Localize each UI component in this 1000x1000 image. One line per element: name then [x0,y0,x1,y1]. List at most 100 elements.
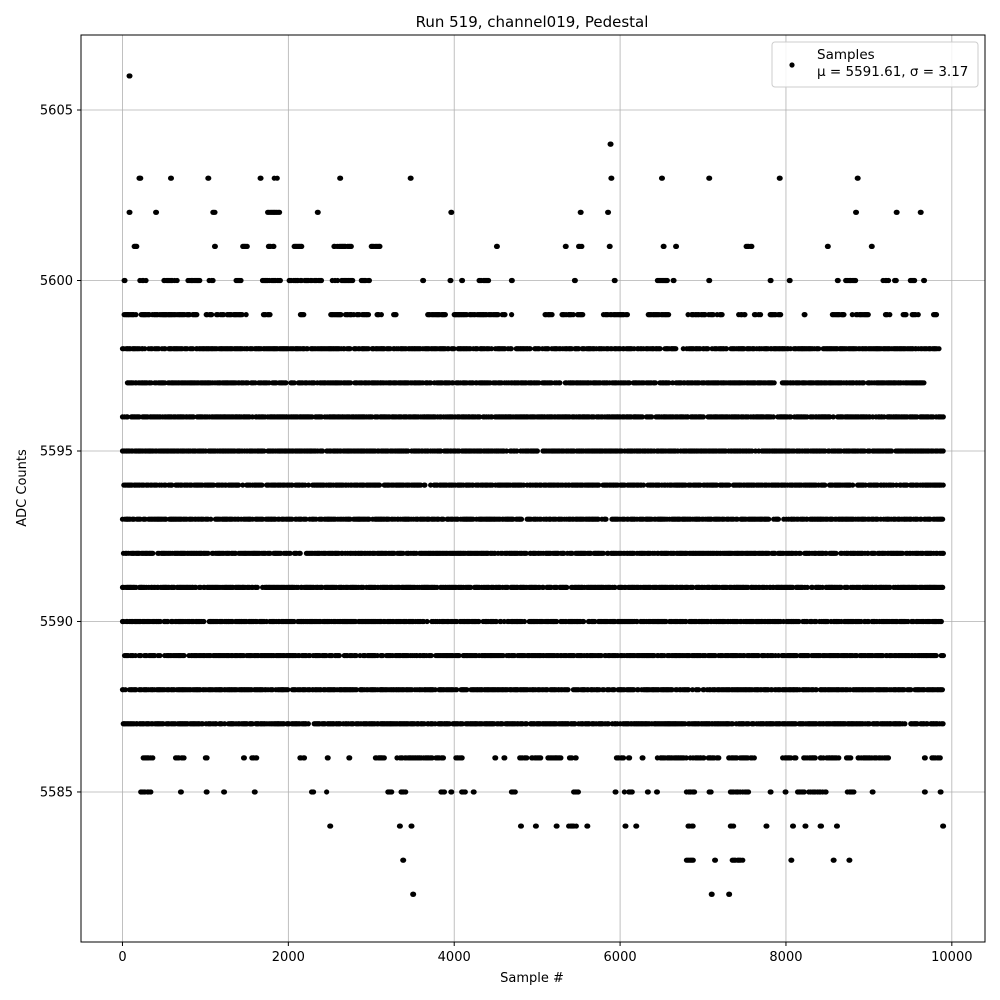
data-point [380,652,386,659]
data-point [221,721,228,727]
data-point [938,789,944,795]
data-point [524,755,530,761]
data-point [685,687,692,693]
data-point [847,857,853,863]
data-point [716,755,722,761]
data-point [848,755,854,761]
data-point [297,550,303,556]
data-point [573,823,579,829]
data-point [605,721,612,727]
data-point [305,721,311,727]
data-point [621,789,628,795]
data-point [580,618,587,625]
data-point [325,755,331,761]
data-point [922,789,928,795]
data-point [376,482,383,488]
data-point [252,789,258,795]
data-point [523,721,530,727]
data-point [422,482,428,488]
data-point [823,789,829,795]
data-point [301,755,308,761]
data-point [241,755,247,761]
data-point [940,652,947,659]
data-point [518,823,524,829]
data-point [409,823,415,829]
data-point [611,687,617,693]
data-point [708,789,714,795]
data-point [640,755,646,761]
data-point [812,755,818,761]
data-point [554,823,560,829]
data-point [572,721,578,727]
data-point [729,721,736,727]
data-point [745,789,752,795]
data-point [690,823,696,829]
data-point [397,823,403,829]
data-point [157,652,163,659]
data-point [620,755,627,761]
data-point [836,755,842,761]
data-point [902,721,908,727]
data-point [428,652,434,659]
data-point [740,857,746,863]
data-point [518,516,525,522]
data-point [573,755,579,761]
data-point [726,891,733,897]
data-point [937,755,943,761]
data-point [712,857,719,863]
data-point [454,687,460,693]
data-point [634,823,640,829]
data-point [521,618,528,625]
data-point [933,652,939,659]
data-point [629,789,635,795]
data-point [701,755,707,761]
data-point [801,789,807,795]
data-point [254,755,260,761]
chart-title: Run 519, channel019, Pedestal [416,13,649,31]
data-point [691,789,698,795]
data-point [208,516,214,522]
data-point [565,687,571,693]
data-point [181,755,187,761]
data-point [178,789,184,795]
data-point [834,823,840,829]
data-point [922,755,928,761]
data-point [353,652,359,659]
data-point [940,823,947,829]
data-point [783,789,789,795]
data-point [564,584,570,590]
data-point [885,755,892,761]
data-point [424,618,430,625]
data-point [696,687,702,693]
data-point [389,789,395,795]
data-point [285,687,291,693]
data-point [456,652,462,659]
data-point [775,516,782,522]
data-point [157,618,163,625]
data-point [768,789,774,795]
data-point [410,891,417,897]
data-point [381,755,387,761]
data-point [429,755,435,761]
data-point [441,789,448,795]
data-point [310,789,317,795]
data-point [401,857,407,863]
data-point [464,687,470,693]
data-point [764,823,770,829]
data-point [150,755,156,761]
data-point [259,482,265,488]
data-point [500,652,506,659]
data-point [148,789,154,795]
data-point [793,755,799,761]
data-point [623,823,629,829]
data-point [459,755,465,761]
data-point [254,584,260,590]
data-point [462,789,468,795]
data-point [766,516,772,522]
data-point [940,721,946,727]
data-points [119,73,947,897]
data-point [204,755,210,761]
data-point [328,823,334,829]
data-point [336,652,342,659]
data-point [870,789,876,795]
